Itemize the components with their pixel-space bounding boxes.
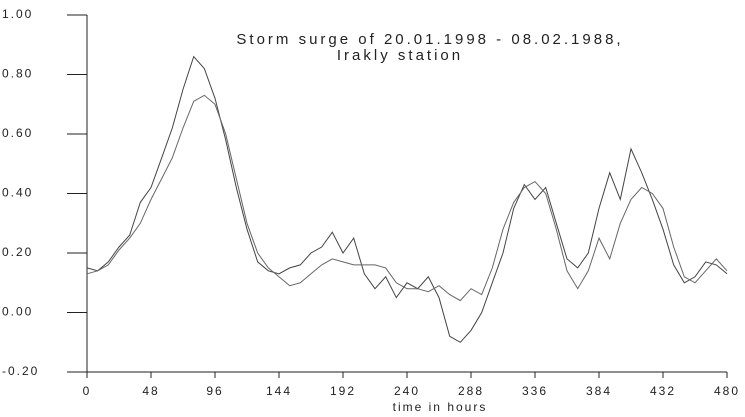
chart-subtitle: Irakly station (337, 47, 463, 64)
x-axis-label: time in hours (393, 400, 488, 414)
x-tick-label: 432 (650, 384, 676, 398)
x-tick-label: 288 (458, 384, 484, 398)
x-tick-label: 0 (83, 384, 92, 398)
x-tick-label: 48 (142, 384, 159, 398)
chart-title: Storm surge of 20.01.1998 - 08.02.1988, (236, 31, 623, 48)
x-tick-label: 384 (586, 384, 612, 398)
x-tick-label: 240 (394, 384, 420, 398)
y-tick-label: 0.60 (2, 126, 33, 140)
y-tick-label: 1.00 (2, 7, 33, 21)
x-tick-label: 144 (266, 384, 292, 398)
y-tick-label: 0.00 (2, 305, 33, 319)
y-tick-label: 0.80 (2, 67, 33, 81)
y-tick-label: 0.20 (2, 245, 33, 259)
x-tick-label: 480 (714, 384, 740, 398)
series-line (86, 55, 728, 343)
y-tick-label: 0.40 (2, 186, 33, 200)
x-tick-label: 336 (522, 384, 548, 398)
x-tick-label: 96 (206, 384, 223, 398)
series-line (86, 94, 728, 302)
y-tick-label: -0.20 (2, 364, 39, 378)
x-tick-label: 192 (330, 384, 356, 398)
